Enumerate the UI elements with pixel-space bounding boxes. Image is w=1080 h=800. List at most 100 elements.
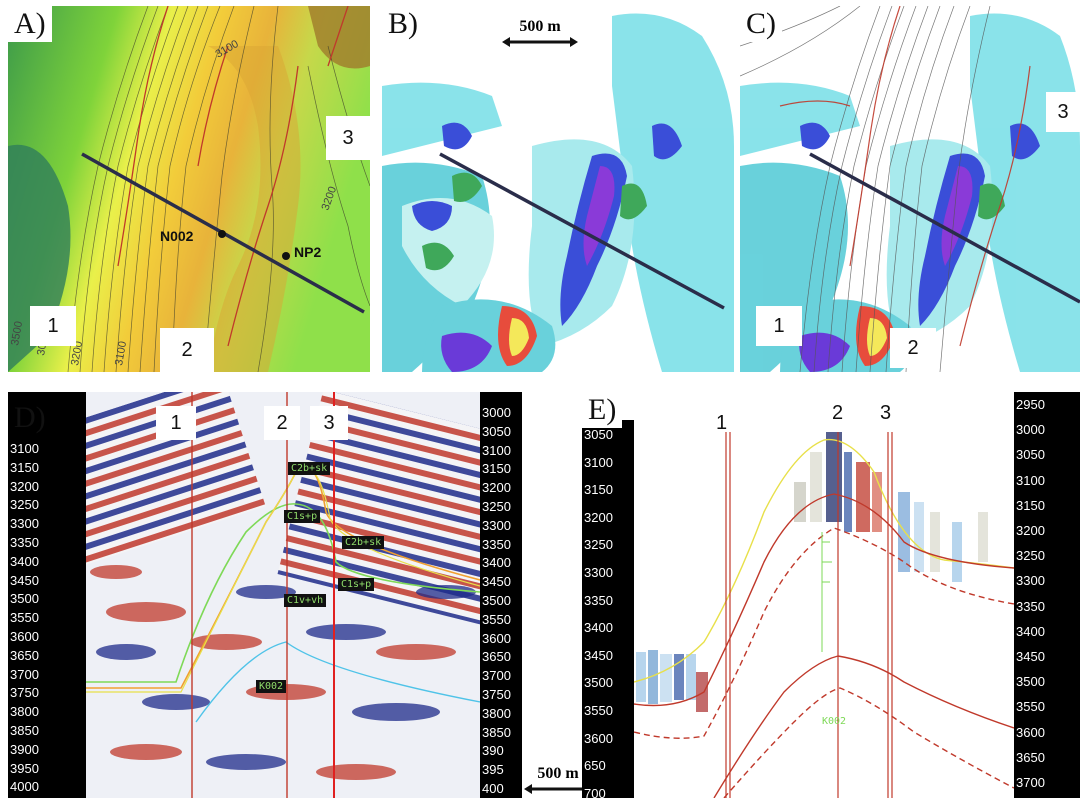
horizon-tag-c1s-p: C1s+p (284, 510, 321, 523)
column-3-label-e: 3 (880, 402, 892, 424)
column-1-label-e: 1 (716, 412, 728, 434)
region-3-label: 3 (326, 116, 370, 160)
depth-tick: 3500 (10, 591, 39, 607)
depth-tick: 3150 (10, 459, 39, 475)
well-marker-np2 (282, 252, 290, 260)
depth-axis-left-e: 3050 3100 3150 3200 3250 3300 3350 3400 3450 3500… (582, 420, 634, 798)
depth-tick: 3050 (1016, 447, 1045, 463)
region-1-label-c: 1 (756, 306, 802, 346)
horizon-tag-c2b-sk-2: C2b+sk (342, 536, 385, 549)
depth-tick: 3850 (482, 724, 511, 740)
depth-tick: 3150 (584, 482, 613, 498)
depth-tick: 3500 (482, 593, 511, 608)
depth-tick: 3450 (584, 647, 613, 663)
depth-axis-right-e: 2950 3000 3050 3100 3150 3200 3250 3300 3350 3400… (1014, 392, 1080, 798)
well-marker-n002 (218, 230, 226, 238)
depth-tick: 3500 (584, 675, 613, 691)
depth-tick: 3100 (1016, 472, 1045, 488)
depth-tick: 3400 (482, 555, 511, 571)
column-2-label-d: 2 (264, 406, 300, 440)
well-label-np2: NP2 (294, 244, 322, 260)
depth-tick: 3450 (1016, 649, 1045, 664)
depth-axis-left-d: 3100 3150 3200 3250 3300 3350 3400 3450 3500 3550… (8, 392, 86, 798)
depth-tick: 3400 (1016, 623, 1045, 639)
panel-b-attribute-map: B) 500 m (382, 6, 734, 372)
depth-tick: 3200 (482, 480, 511, 496)
seismic-section-d (86, 392, 480, 798)
depth-tick: 390 (482, 743, 504, 759)
depth-tick: 3650 (10, 647, 39, 663)
depth-tick: 3050 (584, 427, 613, 442)
depth-tick: 3550 (1016, 699, 1045, 715)
depth-tick: 650 (584, 758, 606, 774)
section-line-c (809, 152, 1080, 304)
depth-tick: 3100 (10, 441, 39, 456)
panel-e-label: E) (582, 392, 623, 428)
scale-bar-b-arrow (502, 37, 578, 47)
depth-tick: 3700 (10, 666, 39, 682)
depth-tick: 3600 (482, 630, 511, 646)
column-2-label-e: 2 (832, 402, 844, 424)
panel-e-model-section: 3050 3100 3150 3200 3250 3300 3350 3400 3450 3500… (582, 392, 1080, 798)
depth-tick: 3600 (584, 730, 613, 746)
depth-axis-right-d: 3000 3050 3100 3150 3200 3250 3300 3350 3400 3450… (480, 392, 522, 798)
depth-tick: 3300 (1016, 573, 1045, 589)
scale-bar-b: 500 m (502, 18, 578, 48)
depth-tick: 3300 (10, 516, 39, 532)
model-section-e (634, 392, 1014, 798)
scale-bar-d-text: 500 m (537, 765, 579, 782)
section-line-b (439, 152, 725, 310)
contour-label-3200b: 3200 (69, 340, 85, 366)
region-1-label: 1 (30, 306, 76, 346)
horizon-tag-c1v-vh: C1v+vh (284, 594, 327, 607)
depth-tick: 3700 (1016, 775, 1045, 790)
scale-bar-b-text: 500 m (519, 18, 561, 35)
depth-tick: 3000 (482, 405, 511, 420)
depth-tick: 3250 (10, 497, 39, 513)
depth-tick: 3800 (10, 704, 39, 720)
depth-tick: 3550 (482, 611, 511, 627)
depth-tick: 3250 (482, 499, 511, 514)
well-label-n002: N002 (160, 228, 194, 244)
depth-tick: 3200 (1016, 523, 1045, 538)
depth-tick: 3600 (10, 629, 39, 644)
depth-tick: 3450 (482, 574, 511, 590)
panel-a-map: 3100 3200 3500 3000 3200 3100 A) 1 2 3 N… (8, 6, 370, 372)
depth-tick: 3400 (584, 620, 613, 636)
depth-tick: 3350 (482, 536, 511, 552)
horizon-tag-c1s-p-2: C1s+p (338, 578, 375, 591)
depth-tick: 3000 (1016, 422, 1045, 438)
depth-tick: 3900 (10, 741, 39, 757)
well-label-k002: K002 (822, 716, 847, 727)
depth-tick: 3300 (584, 565, 613, 580)
depth-tick: 3200 (584, 509, 613, 525)
depth-tick: 3200 (10, 478, 39, 494)
depth-tick: 2950 (1016, 397, 1045, 412)
column-1-label-d: 1 (156, 406, 196, 440)
depth-tick: 3300 (482, 517, 511, 533)
depth-tick: 3550 (10, 610, 39, 626)
panel-c-label: C) (740, 6, 782, 42)
depth-tick: 3400 (10, 553, 39, 569)
depth-tick: 3350 (10, 535, 39, 550)
depth-tick: 3550 (584, 703, 613, 718)
attribute-map (382, 6, 734, 372)
depth-tick: 3250 (1016, 548, 1045, 564)
depth-tick: 3700 (482, 668, 511, 684)
depth-tick: 3500 (1016, 674, 1045, 690)
depth-tick: 3650 (482, 649, 511, 665)
depth-tick: 3250 (584, 537, 613, 553)
region-2-label: 2 (160, 328, 214, 372)
depth-tick: 3450 (10, 572, 39, 588)
horizon-tag-k002: K002 (256, 680, 287, 693)
depth-tick: 3350 (584, 592, 613, 608)
depth-tick: 3600 (1016, 724, 1045, 740)
panel-c-overlay-map: C) 1 2 3 (740, 6, 1080, 372)
depth-tick: 3800 (482, 705, 511, 721)
depth-tick: 3750 (482, 687, 511, 702)
depth-tick: 3100 (584, 454, 613, 470)
depth-tick: 3650 (1016, 749, 1045, 765)
contour-label-3100b: 3100 (113, 340, 129, 366)
depth-tick: 3750 (10, 685, 39, 701)
depth-tick: 3150 (1016, 497, 1045, 513)
